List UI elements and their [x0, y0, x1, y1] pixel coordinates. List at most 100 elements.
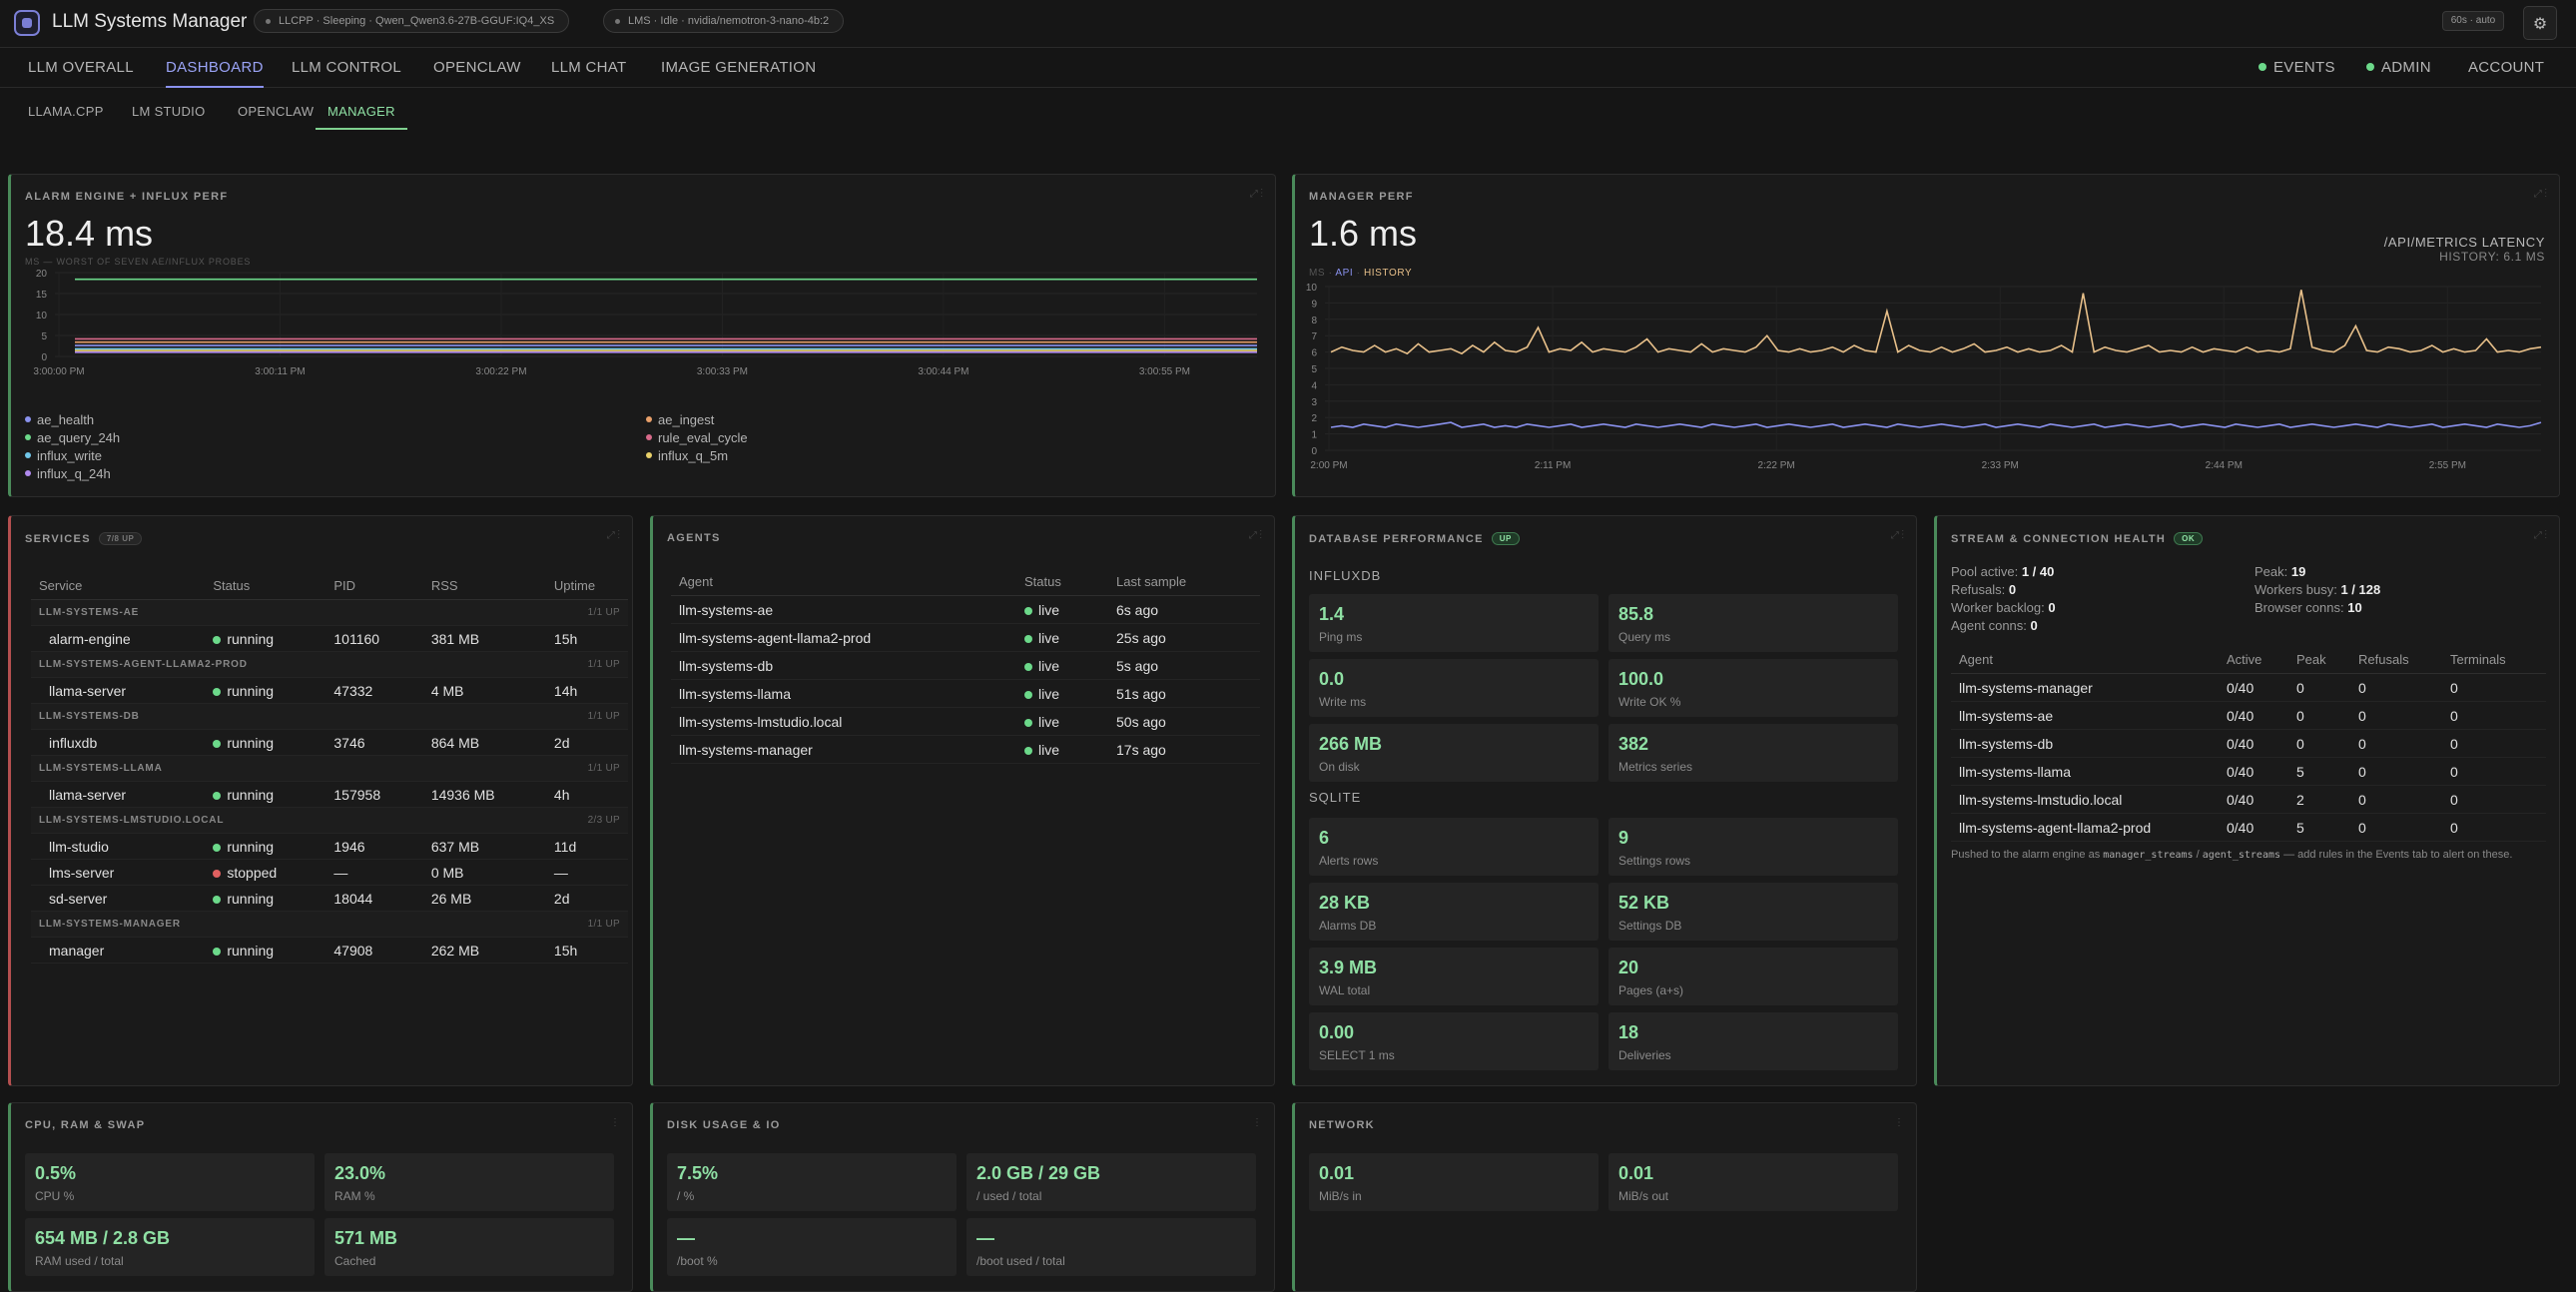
service-status: running: [205, 937, 326, 964]
refusals: 0: [2350, 785, 2442, 814]
panel-title: NETWORK: [1309, 1119, 1375, 1131]
network-panel: NETWORK ⋮ 0.01 MiB/s in 0.01 MiB/s out: [1292, 1102, 1917, 1292]
agent-conns: Agent conns: 0: [1951, 618, 2038, 633]
active: 0/40: [2219, 785, 2288, 814]
table-row[interactable]: llama-server running 157958 14936 MB 4h: [31, 781, 628, 808]
legend-label: influx_q_24h: [37, 466, 111, 481]
agent-name: llm-systems-ae: [671, 595, 1016, 624]
y-tick-label: 10: [1306, 283, 1318, 294]
worker-backlog: Worker backlog: 0: [1951, 600, 2056, 615]
table-row[interactable]: llm-systems-lmstudio.local live 50s ago: [671, 707, 1260, 736]
subtab-lm-studio[interactable]: LM STUDIO: [132, 104, 206, 119]
legend-dot-icon: [25, 452, 31, 458]
panel-controls-icon[interactable]: ⤢ ⋮: [1248, 530, 1262, 541]
panel-controls-icon[interactable]: ⤢ ⋮: [1890, 530, 1904, 541]
service-pid: 157958: [325, 781, 423, 808]
refresh-interval-button[interactable]: 60s · auto: [2442, 11, 2504, 31]
service-uptime: 2d: [545, 729, 628, 756]
legend-label: influx_write: [37, 448, 103, 463]
table-row[interactable]: llm-systems-lmstudio.local 0/40 2 0 0: [1951, 785, 2546, 814]
metric-label: RAM %: [334, 1189, 375, 1203]
table-row[interactable]: llm-systems-llama live 51s ago: [671, 679, 1260, 708]
service-name: influxdb: [31, 729, 206, 756]
table-row[interactable]: lms-server stopped —0 MB —: [31, 859, 628, 886]
table-row[interactable]: alarm-engine running 101160 381 MB 15h: [31, 625, 628, 652]
subtab-llama-cpp[interactable]: LLAMA.CPP: [28, 104, 104, 119]
table-row[interactable]: llm-systems-llama 0/40 5 0 0: [1951, 757, 2546, 786]
y-tick-label: 1: [1311, 430, 1317, 441]
table-row[interactable]: llm-studio running 1946 637 MB 11d: [31, 833, 628, 860]
cpu-ram-panel: CPU, RAM & SWAP ⋮ 0.5% CPU % 23.0% RAM % 654…: [8, 1102, 633, 1292]
metric-label: Ping ms: [1319, 630, 1363, 644]
tab-image-generation[interactable]: IMAGE GENERATION: [661, 59, 817, 76]
active: 0/40: [2219, 813, 2288, 842]
sub-nav: LLAMA.CPP LM STUDIO OPENCLAW MANAGER: [0, 88, 2576, 130]
table-row[interactable]: llm-systems-db 0/40 0 0 0: [1951, 729, 2546, 758]
series-line-API: [1330, 421, 2542, 428]
y-tick-label: 3: [1311, 397, 1317, 408]
panel-controls-icon[interactable]: ⋮: [610, 1117, 620, 1128]
tab-openclaw[interactable]: OPENCLAW: [433, 59, 521, 76]
table-row[interactable]: llm-systems-db live 5s ago: [671, 651, 1260, 680]
lms-status-pill[interactable]: LMS · Idle · nvidia/nemotron-3-nano-4b:2: [603, 9, 845, 33]
service-rss: 637 MB: [422, 833, 546, 860]
panel-controls-icon[interactable]: ⤢ ⋮: [606, 530, 620, 541]
group-name: LLM-SYSTEMS-DB: [31, 703, 546, 730]
influxdb-section-title: INFLUXDB: [1309, 568, 1382, 583]
tab-llm-overall[interactable]: LLM OVERALL: [28, 59, 134, 76]
table-row[interactable]: llm-systems-ae live 6s ago: [671, 595, 1260, 624]
panel-controls-icon[interactable]: ⋮: [1252, 1117, 1262, 1128]
legend-history: HISTORY: [1363, 268, 1413, 279]
service-pid: 3746: [325, 729, 423, 756]
table-row[interactable]: manager running 47908 262 MB 15h: [31, 937, 628, 964]
table-row[interactable]: llm-systems-agent-llama2-prod live 25s ago: [671, 623, 1260, 652]
settings-gear-icon[interactable]: ⚙: [2523, 6, 2557, 40]
panel-title: DISK USAGE & IO: [667, 1119, 781, 1131]
manager-latency-value: 1.6 ms: [1309, 213, 1418, 254]
column-header: Active: [2219, 646, 2288, 674]
service-pid: —: [325, 859, 423, 886]
events-link[interactable]: EVENTS: [2258, 48, 2335, 88]
tab-llm-chat[interactable]: LLM CHAT: [551, 59, 627, 76]
metric-label: / %: [677, 1189, 695, 1203]
service-pid: 47332: [325, 677, 423, 704]
admin-link[interactable]: ADMIN: [2366, 48, 2431, 88]
refusals: 0: [2350, 757, 2442, 786]
panel-controls-icon[interactable]: ⤢ ⋮: [1249, 189, 1263, 200]
table-row[interactable]: influxdb running 3746 864 MB 2d: [31, 729, 628, 756]
metric-label: MiB/s in: [1319, 1189, 1362, 1203]
table-row[interactable]: llm-systems-ae 0/40 0 0 0: [1951, 701, 2546, 730]
tab-llm-control[interactable]: LLM CONTROL: [292, 59, 401, 76]
legend-item: influx_q_5m: [646, 448, 728, 463]
status-dot-icon: [1024, 634, 1032, 643]
account-link[interactable]: ACCOUNT: [2468, 59, 2545, 76]
table-row[interactable]: sd-server running 18044 26 MB 2d: [31, 885, 628, 912]
legend-item: ae_health: [25, 412, 94, 427]
table-row[interactable]: llm-systems-manager live 17s ago: [671, 735, 1260, 764]
table-row[interactable]: llm-systems-agent-llama2-prod 0/40 5 0 0: [1951, 813, 2546, 842]
top-bar: LLM Systems Manager LLCPP · Sleeping · Q…: [0, 0, 2576, 48]
metric-tile: 7.5% / %: [667, 1153, 957, 1211]
metric-value: 0.0: [1319, 669, 1345, 689]
table-row[interactable]: llm-systems-manager 0/40 0 0 0: [1951, 673, 2546, 702]
metric-tile: 571 MB Cached: [324, 1218, 614, 1276]
table-row[interactable]: llama-server running 47332 4 MB 14h: [31, 677, 628, 704]
metric-value: —: [976, 1228, 994, 1248]
subtab-openclaw[interactable]: OPENCLAW: [238, 104, 315, 119]
stream-title: STREAM & CONNECTION HEALTH: [1951, 533, 2167, 545]
llcpp-status-pill[interactable]: LLCPP · Sleeping · Qwen_Qwen3.6-27B-GGUF…: [254, 9, 570, 33]
tab-dashboard[interactable]: DASHBOARD: [166, 48, 264, 88]
subtab-manager[interactable]: MANAGER: [316, 104, 407, 130]
peak: 2: [2288, 785, 2350, 814]
agent-name: llm-systems-agent-llama2-prod: [1951, 813, 2219, 842]
terminals: 0: [2442, 785, 2546, 814]
alarm-latency-chart: 0 5 10 15 20 3:00:00 PM 3:00:11 PM 3:00:22 PM 3:…: [33, 269, 1257, 377]
panel-controls-icon[interactable]: ⤢ ⋮: [2533, 530, 2547, 541]
y-tick-label: 7: [1311, 331, 1317, 342]
panel-title: CPU, RAM & SWAP: [25, 1119, 146, 1131]
panel-controls-icon[interactable]: ⋮: [1894, 1117, 1904, 1128]
database-performance-panel: DATABASE PERFORMANCE UP ⤢ ⋮ INFLUXDB 1.4 P…: [1292, 515, 1917, 1086]
panel-controls-icon[interactable]: ⤢ ⋮: [2533, 189, 2547, 200]
table-header-row: Agent Active Peak Refusals Terminals: [1951, 646, 2546, 674]
metric-tile: 382 Metrics series: [1609, 724, 1898, 782]
